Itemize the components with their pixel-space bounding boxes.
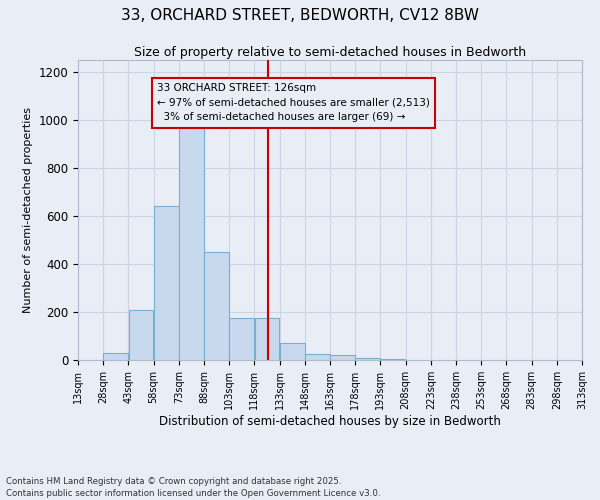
X-axis label: Distribution of semi-detached houses by size in Bedworth: Distribution of semi-detached houses by … — [159, 414, 501, 428]
Bar — [128, 310, 154, 360]
Bar — [103, 353, 128, 360]
Bar — [330, 355, 355, 360]
Bar — [380, 359, 406, 360]
Text: Contains HM Land Registry data © Crown copyright and database right 2025.
Contai: Contains HM Land Registry data © Crown c… — [6, 476, 380, 498]
Bar — [204, 252, 229, 360]
Bar — [179, 120, 204, 360]
Text: 33 ORCHARD STREET: 126sqm
← 97% of semi-detached houses are smaller (2,513)
  3%: 33 ORCHARD STREET: 126sqm ← 97% of semi-… — [157, 83, 430, 122]
Y-axis label: Number of semi-detached properties: Number of semi-detached properties — [23, 107, 33, 313]
Text: 33, ORCHARD STREET, BEDWORTH, CV12 8BW: 33, ORCHARD STREET, BEDWORTH, CV12 8BW — [121, 8, 479, 22]
Title: Size of property relative to semi-detached houses in Bedworth: Size of property relative to semi-detach… — [134, 46, 526, 59]
Bar — [305, 354, 330, 360]
Bar — [229, 318, 254, 360]
Bar — [355, 358, 380, 360]
Bar — [280, 343, 305, 360]
Bar — [254, 318, 280, 360]
Bar — [154, 206, 179, 360]
